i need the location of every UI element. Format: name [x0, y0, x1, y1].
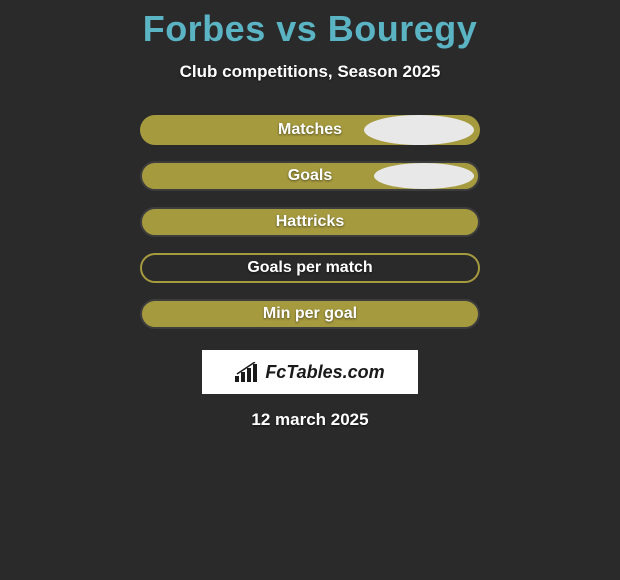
- stat-row: Min per goal: [140, 298, 480, 330]
- logo-text: FcTables.com: [265, 362, 384, 383]
- stat-row: Hattricks: [140, 206, 480, 238]
- stat-pill: Goals per match: [140, 253, 480, 283]
- date-text: 12 march 2025: [251, 410, 368, 430]
- page-title: Forbes vs Bouregy: [143, 8, 478, 50]
- stat-pill: Hattricks: [140, 207, 480, 237]
- stat-rows: Matches1 Goals Hattricks Goals per match Min…: [140, 114, 480, 344]
- bars-icon: [235, 362, 261, 382]
- stat-label: Min per goal: [263, 305, 357, 323]
- stat-label: Hattricks: [276, 213, 344, 231]
- stat-row: Goals per match: [140, 252, 480, 284]
- stat-label: Goals per match: [247, 259, 372, 277]
- logo: FcTables.com: [235, 362, 384, 383]
- logo-box[interactable]: FcTables.com: [202, 350, 418, 394]
- stat-row: Matches1: [140, 114, 480, 146]
- stat-pill: Min per goal: [140, 299, 480, 329]
- right-ellipse: [374, 163, 474, 189]
- stat-label: Goals: [288, 167, 332, 185]
- comparison-card: Forbes vs Bouregy Club competitions, Sea…: [0, 0, 620, 430]
- subtitle: Club competitions, Season 2025: [180, 62, 441, 82]
- stat-label: Matches: [278, 121, 342, 139]
- stat-row: Goals: [140, 160, 480, 192]
- right-ellipse: [364, 115, 474, 145]
